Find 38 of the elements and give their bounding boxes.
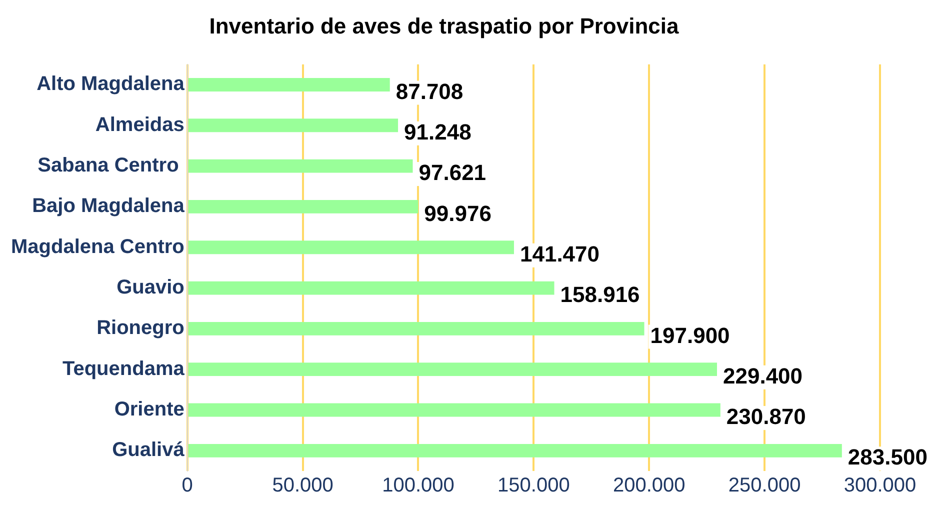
y-tick-label: Alto Magdalena	[36, 73, 186, 96]
data-label: 229.400	[723, 363, 803, 388]
data-label: 283.500	[848, 444, 928, 470]
y-tick-label: Tequendama	[62, 358, 186, 380]
bar	[188, 240, 514, 254]
data-label: 87.708	[396, 78, 464, 104]
data-label: 197.900	[650, 322, 730, 348]
chart-title: Inventario de aves de traspatio por Provincia	[209, 13, 680, 38]
x-tick-label: 300.000	[844, 474, 916, 497]
y-tick-label: Sabana Centro	[38, 154, 184, 177]
bar	[188, 78, 390, 92]
y-tick-label: Gualivá	[112, 439, 186, 462]
data-label: 141.470	[520, 241, 600, 266]
data-label: 230.870	[726, 404, 806, 430]
data-label: 97.621	[418, 160, 486, 186]
bar	[188, 118, 398, 132]
bar	[188, 159, 413, 173]
y-tick-label: Rionegro	[96, 317, 184, 340]
y-tick-label: Oriente	[114, 398, 184, 421]
y-tick-label: Magdalena Centro	[11, 236, 184, 258]
x-tick-label: 150.000	[498, 474, 570, 497]
data-label: 158.916	[560, 282, 640, 308]
bar	[188, 403, 720, 417]
x-tick-label: 200.000	[612, 474, 686, 497]
data-label: 91.248	[404, 119, 472, 144]
bar	[188, 322, 644, 336]
y-tick-label: Almeidas	[95, 114, 184, 136]
x-tick-label: 100.000	[382, 474, 454, 497]
x-tick-label: 250.000	[728, 474, 801, 497]
bar	[188, 200, 418, 214]
bar	[188, 444, 842, 458]
y-tick-label: Guavio	[116, 276, 184, 299]
bar	[188, 362, 717, 376]
data-label: 99.976	[424, 200, 492, 226]
bar	[188, 281, 554, 295]
y-tick-label: Bajo Magdalena	[32, 195, 186, 218]
x-tick-label: 50.000	[272, 474, 334, 497]
x-tick-label: 0	[182, 474, 193, 497]
